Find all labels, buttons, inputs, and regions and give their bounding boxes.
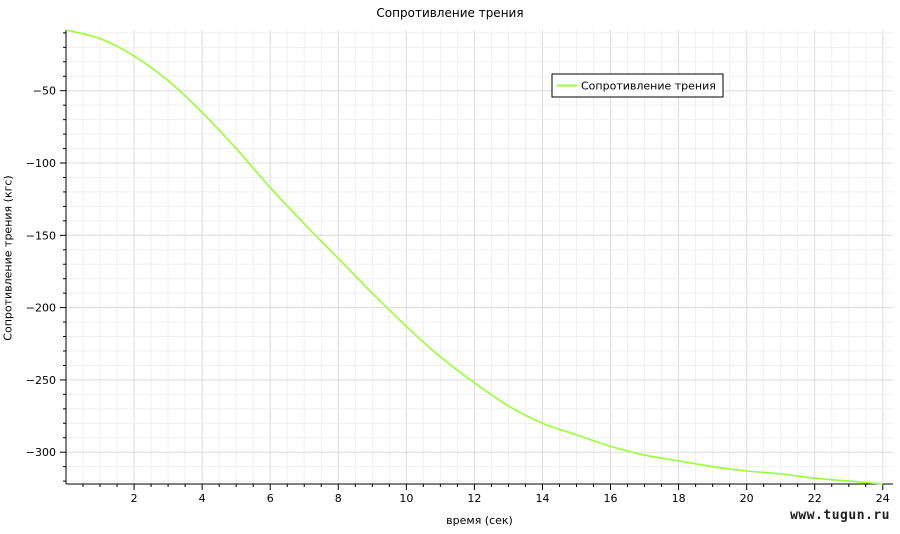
x-tick-label: 20 bbox=[740, 492, 754, 505]
x-tick-label: 4 bbox=[199, 492, 206, 505]
watermark: www.tugun.ru bbox=[790, 508, 890, 523]
x-tick-label: 14 bbox=[535, 492, 549, 505]
y-tick-label: −100 bbox=[26, 157, 56, 170]
y-tick-label: −50 bbox=[33, 85, 56, 98]
y-tick-label: −250 bbox=[26, 374, 56, 387]
x-tick-label: 8 bbox=[335, 492, 342, 505]
chart-title: Сопротивление трения bbox=[376, 6, 524, 20]
series-line bbox=[65, 29, 883, 485]
x-tick-label: 12 bbox=[467, 492, 481, 505]
x-tick-label: 6 bbox=[267, 492, 274, 505]
y-tick-label: −200 bbox=[26, 302, 56, 315]
legend-box bbox=[551, 73, 724, 98]
y-tick-label: −150 bbox=[26, 229, 56, 242]
x-tick-label: 10 bbox=[399, 492, 413, 505]
y-tick-label: −300 bbox=[26, 446, 56, 459]
x-tick-label: 16 bbox=[604, 492, 618, 505]
legend-label: Сопротивление трения bbox=[581, 80, 716, 93]
x-tick-label: 22 bbox=[808, 492, 822, 505]
x-tick-label: 18 bbox=[672, 492, 686, 505]
x-tick-label: 2 bbox=[131, 492, 138, 505]
x-tick-label: 24 bbox=[876, 492, 890, 505]
y-axis-label: Сопротивление трения (кгс) bbox=[1, 175, 15, 341]
x-axis-label: время (сек) bbox=[446, 514, 513, 527]
